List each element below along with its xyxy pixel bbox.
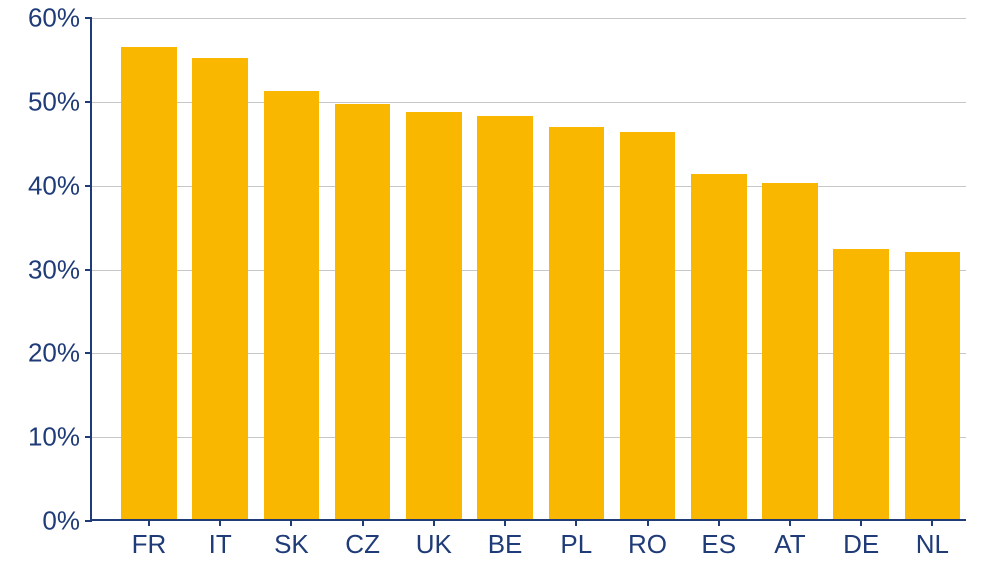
x-axis-label: NL — [916, 519, 949, 560]
x-axis-label: FR — [132, 519, 167, 560]
bar — [905, 252, 961, 519]
bar — [762, 183, 818, 519]
bar — [121, 47, 177, 519]
x-axis-label: ES — [701, 519, 736, 560]
x-axis-label: BE — [488, 519, 523, 560]
x-axis-label: DE — [843, 519, 879, 560]
y-axis-label: 50% — [28, 86, 92, 117]
bar — [406, 112, 462, 519]
bar — [833, 249, 889, 519]
x-axis-label: PL — [560, 519, 592, 560]
bar — [620, 132, 676, 519]
y-axis-label: 40% — [28, 170, 92, 201]
bar — [192, 58, 248, 519]
y-axis-label: 20% — [28, 338, 92, 369]
x-axis-label: UK — [416, 519, 452, 560]
bar — [264, 91, 320, 519]
plot-area: 0%10%20%30%40%50%60%FRITSKCZUKBEPLROESAT… — [90, 18, 966, 521]
x-axis-label: SK — [274, 519, 309, 560]
y-axis-label: 0% — [42, 506, 92, 537]
x-axis-label: IT — [209, 519, 232, 560]
bar — [691, 174, 747, 519]
bar — [335, 104, 391, 519]
bar — [477, 116, 533, 519]
y-axis-label: 10% — [28, 422, 92, 453]
bar-chart: 0% 10% 20% 30% 40% 50% 60% FR IT SK CZ UK BE PL RO ES AT… — [0, 0, 986, 573]
y-axis-label: 60% — [28, 3, 92, 34]
x-axis-label: CZ — [345, 519, 380, 560]
y-axis-label: 30% — [28, 254, 92, 285]
grid-line — [92, 18, 966, 19]
bar — [549, 127, 605, 519]
x-axis-label: AT — [774, 519, 805, 560]
x-axis-label: RO — [628, 519, 667, 560]
